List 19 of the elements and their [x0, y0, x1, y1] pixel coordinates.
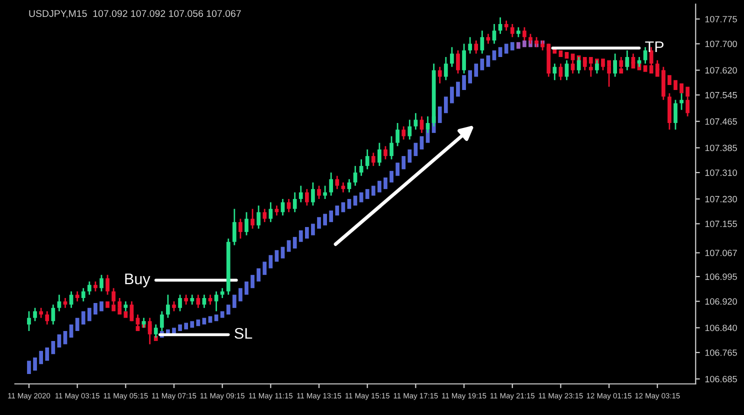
y-tick-label: 107.700: [705, 40, 737, 48]
y-tick-label: 107.310: [705, 170, 737, 176]
series-label: TP: [645, 42, 664, 52]
y-tick-label: 107.775: [705, 16, 737, 22]
y-tick-label: 107.545: [705, 92, 737, 98]
y-tick-label: 107.385: [705, 144, 737, 152]
y-tick-label: 107.067: [705, 250, 737, 256]
y-tick-label: 106.920: [705, 298, 737, 305]
series-label: SL: [234, 328, 252, 339]
y-tick-label: 106.995: [705, 274, 737, 280]
y-tick-label: 107.620: [705, 67, 737, 74]
y-tick-label: 107.465: [705, 118, 737, 125]
y-tick-label: 107.155: [705, 220, 737, 228]
y-tick-label: 106.840: [705, 324, 737, 332]
y-tick-label: 106.685: [705, 376, 737, 382]
y-tick-label: 107.230: [705, 196, 737, 202]
series-label: Buy: [125, 274, 150, 288]
text: USDJPY,M15 107.092 107.092 107.056 107.067: [29, 10, 241, 18]
y-tick-label: 106.765: [705, 349, 737, 356]
